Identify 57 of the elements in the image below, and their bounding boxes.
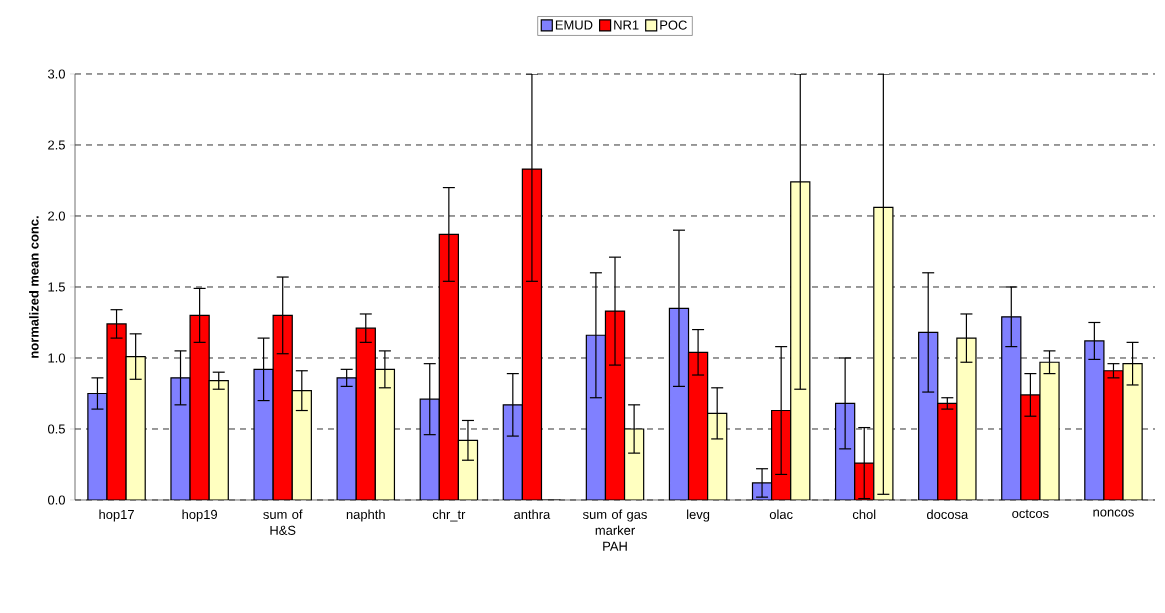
bar [1039, 361, 1060, 500]
x-tick-label: hop19 [182, 509, 218, 522]
legend-label: EMUD [555, 20, 593, 30]
x-tick-label: sum of gas marker PAH [582, 509, 647, 551]
bar [585, 334, 607, 500]
bar [87, 392, 108, 500]
bar [208, 380, 229, 500]
bar [502, 404, 523, 500]
bar [937, 402, 958, 500]
x-tick-label: chr_tr [432, 509, 466, 522]
y-tick-label: 3.0 [47, 69, 65, 79]
x-tick-label: docosa [926, 509, 969, 520]
bar [336, 377, 357, 500]
bar [707, 412, 728, 500]
bar [106, 323, 127, 500]
y-tick-label: 2.0 [48, 211, 65, 221]
bar [438, 233, 460, 500]
y-tick-label: 1.0 [48, 353, 65, 363]
x-tick-label: naphth [346, 509, 385, 522]
bar [521, 168, 543, 500]
bar [189, 314, 210, 500]
x-tick-label: olac [769, 509, 793, 520]
bar [1084, 340, 1105, 500]
bar [918, 331, 939, 500]
x-tick-label: levg [687, 509, 710, 522]
x-tick-label: sum of H&S [263, 509, 303, 535]
bar [687, 351, 709, 500]
y-tick-label: 1.5 [48, 282, 65, 292]
y-tick-label: 2.5 [48, 140, 65, 150]
bar [457, 439, 479, 500]
bar [623, 428, 645, 500]
bar [291, 390, 312, 500]
bar [1122, 363, 1143, 500]
legend-label: NR1 [614, 20, 639, 30]
x-tick-label: hop17 [99, 509, 134, 522]
bar [374, 368, 396, 500]
y-axis-title: normalized mean conc. [29, 216, 39, 358]
y-tick-label: 0.0 [47, 495, 65, 505]
bar [668, 307, 690, 500]
x-tick-label: chol [852, 509, 876, 520]
bar [419, 398, 440, 500]
bar [956, 337, 977, 500]
x-tick-label: octcos [1012, 509, 1049, 518]
x-tick-label: anthra [514, 509, 551, 520]
bar [355, 327, 376, 500]
bar [253, 368, 274, 500]
legend-label: POC [660, 20, 687, 30]
bar [125, 355, 146, 500]
bar [1103, 370, 1124, 500]
y-tick-label: 0.5 [47, 424, 65, 434]
bar [170, 377, 191, 500]
bar [834, 402, 856, 500]
bar [604, 310, 626, 500]
bar [272, 314, 293, 500]
x-tick-label: noncos [1093, 509, 1134, 517]
bar [1020, 394, 1041, 500]
bar [1001, 316, 1022, 500]
